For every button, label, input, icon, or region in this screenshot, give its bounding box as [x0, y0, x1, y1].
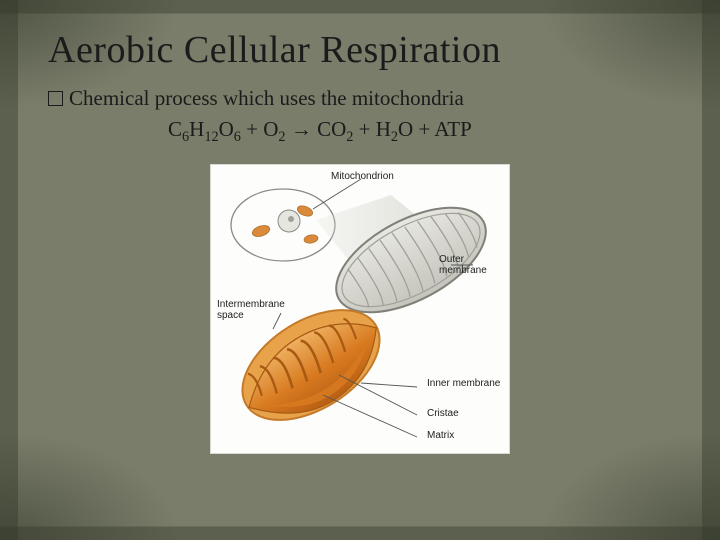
label-cristae: Cristae [427, 409, 459, 420]
label-outer-membrane: Outer membrane [439, 255, 509, 276]
mitochondrion-diagram: Mitochondrion Outer membrane Intermembra… [210, 164, 510, 454]
label-intermembrane-space: Intermembrane space [217, 300, 299, 321]
bullet-text: Chemical process which uses the mitochon… [69, 86, 464, 111]
checkbox-icon [48, 91, 63, 106]
label-inner-membrane: Inner membrane [427, 379, 500, 390]
equation-text: C6H12O6 + O2 → CO2 + H2O + ATP [168, 117, 672, 146]
label-mitochondrion: Mitochondrion [331, 172, 394, 183]
label-matrix: Matrix [427, 431, 454, 442]
page-title: Aerobic Cellular Respiration [48, 28, 672, 72]
bullet-line: Chemical process which uses the mitochon… [48, 86, 672, 111]
cell-icon [231, 189, 335, 261]
diagram-container: Mitochondrion Outer membrane Intermembra… [48, 164, 672, 454]
slide-content: Aerobic Cellular Respiration Chemical pr… [0, 0, 720, 474]
